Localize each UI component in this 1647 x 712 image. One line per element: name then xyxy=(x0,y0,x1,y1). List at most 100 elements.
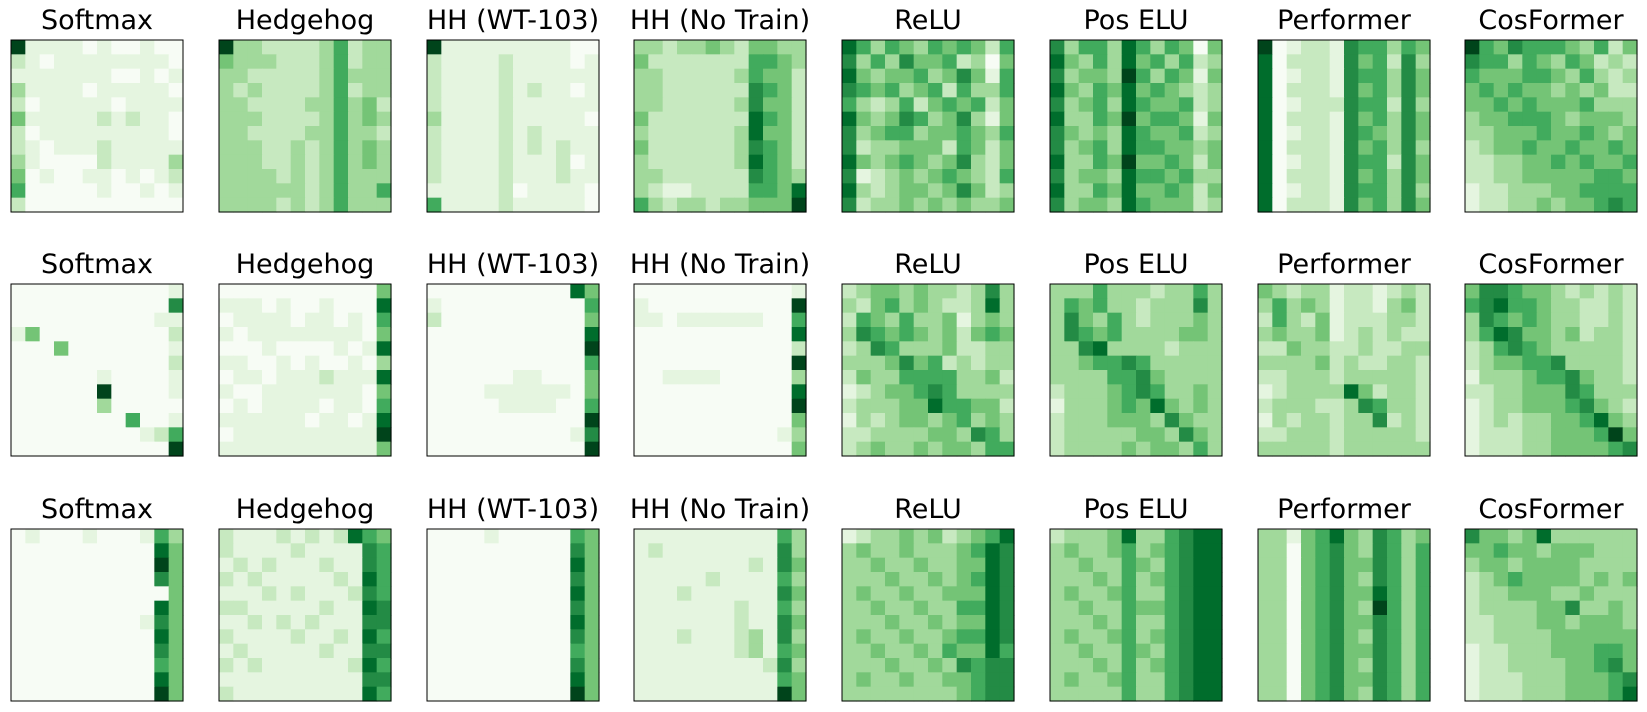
heatmap-cell xyxy=(634,629,649,645)
heatmap-cell xyxy=(39,140,55,156)
heatmap-cell xyxy=(68,643,84,659)
panel-frame xyxy=(1464,39,1638,213)
heatmap-cell xyxy=(885,413,900,428)
heatmap-cell xyxy=(1415,384,1431,400)
heatmap-cell xyxy=(648,140,664,156)
heatmap-cell xyxy=(276,572,292,587)
heatmap-cell xyxy=(1565,140,1581,156)
heatmap-cell xyxy=(541,427,557,443)
heatmap-cell xyxy=(1315,557,1331,573)
heatmap-cell xyxy=(1608,672,1624,688)
heatmap-cell xyxy=(262,40,277,55)
heatmap-cell xyxy=(1207,40,1223,55)
heatmap-cell xyxy=(25,384,41,400)
heatmap-cell xyxy=(1078,355,1094,371)
heatmap-cell xyxy=(1150,54,1166,70)
heatmap-cell xyxy=(942,643,958,659)
heatmap-cell xyxy=(319,97,335,113)
heatmap-cell xyxy=(1150,686,1166,702)
heatmap-cell xyxy=(376,427,392,443)
heatmap-cell xyxy=(748,643,764,659)
heatmap-cell xyxy=(648,68,664,84)
heatmap-cell xyxy=(842,111,857,127)
heatmap-cell xyxy=(68,600,84,616)
heatmap-cell xyxy=(956,169,972,184)
heatmap-cell xyxy=(899,284,915,299)
heatmap-cell xyxy=(111,68,127,84)
heatmap-cell xyxy=(97,327,112,342)
heatmap-cell xyxy=(1301,370,1316,385)
heatmap-cell xyxy=(1193,572,1209,587)
heatmap-cell xyxy=(1064,413,1080,428)
heatmap-cell xyxy=(913,615,929,630)
heatmap-cell xyxy=(140,183,155,199)
heatmap-cell xyxy=(734,341,750,357)
heatmap-cell xyxy=(1344,341,1359,357)
heatmap-cell xyxy=(233,140,249,156)
heatmap-cell xyxy=(1522,97,1538,113)
heatmap-cell xyxy=(1207,427,1223,443)
panel-frame xyxy=(426,283,600,457)
heatmap-cell xyxy=(1301,183,1316,199)
heatmap-cell xyxy=(11,284,26,299)
heatmap-cell xyxy=(470,427,485,443)
heatmap-cell xyxy=(677,97,692,113)
heatmap-cell xyxy=(1551,154,1566,170)
heatmap-cell xyxy=(1565,370,1581,385)
heatmap-cell xyxy=(362,370,378,385)
heatmap-cell xyxy=(885,40,900,55)
heatmap-cell xyxy=(913,572,929,587)
heatmap-cell xyxy=(290,169,306,184)
heatmap-cell xyxy=(913,197,929,213)
heatmap-cell xyxy=(1093,586,1108,602)
heatmap-cell xyxy=(777,40,793,55)
heatmap-cell xyxy=(1579,355,1595,371)
heatmap-cell xyxy=(691,40,707,55)
heatmap-cell xyxy=(971,341,986,357)
heatmap-cell xyxy=(1064,154,1080,170)
heatmap-cell xyxy=(777,529,793,544)
heatmap-cell xyxy=(985,543,1001,559)
heatmap-cell xyxy=(348,355,363,371)
heatmap-cell xyxy=(662,557,678,573)
heatmap-cell xyxy=(541,543,557,559)
heatmap-cell xyxy=(1579,529,1595,544)
heatmap-cell xyxy=(82,557,98,573)
heatmap-cell xyxy=(262,83,277,98)
heatmap-cell xyxy=(1493,68,1509,84)
heatmap-cell xyxy=(1594,384,1609,400)
heatmap-cell xyxy=(1164,284,1180,299)
heatmap-cell xyxy=(82,600,98,616)
heatmap-cell xyxy=(1372,40,1388,55)
heatmap-cell xyxy=(662,370,678,385)
heatmap-cell xyxy=(1136,83,1151,98)
heatmap-cell xyxy=(1608,615,1624,630)
heatmap-cell xyxy=(1344,183,1359,199)
heatmap-cell xyxy=(498,370,514,385)
heatmap-cell xyxy=(763,197,778,213)
heatmap-cell xyxy=(82,140,98,156)
heatmap-cell xyxy=(1579,413,1595,428)
heatmap-cell xyxy=(985,629,1001,645)
heatmap-cell xyxy=(140,68,155,84)
heatmap-cell xyxy=(1064,427,1080,443)
heatmap-cell xyxy=(441,370,457,385)
heatmap-cell xyxy=(39,341,55,357)
heatmap-cell xyxy=(498,154,514,170)
heatmap-cell xyxy=(999,413,1015,428)
heatmap-cell xyxy=(125,686,141,702)
heatmap-cell xyxy=(1050,355,1065,371)
heatmap-cell xyxy=(705,327,721,342)
heatmap-cell xyxy=(777,154,793,170)
heatmap-cell xyxy=(1107,183,1123,199)
heatmap-cell xyxy=(1107,600,1123,616)
heatmap-cell xyxy=(1093,427,1108,443)
heatmap-cell xyxy=(1193,355,1209,371)
heatmap-cell xyxy=(1401,284,1417,299)
heatmap-cell xyxy=(1465,68,1480,84)
heatmap-cell xyxy=(1064,40,1080,55)
heatmap-cell xyxy=(1136,557,1151,573)
heatmap-cell xyxy=(470,54,485,70)
heatmap-cell xyxy=(1064,169,1080,184)
panel-title: Pos ELU xyxy=(1083,249,1188,280)
